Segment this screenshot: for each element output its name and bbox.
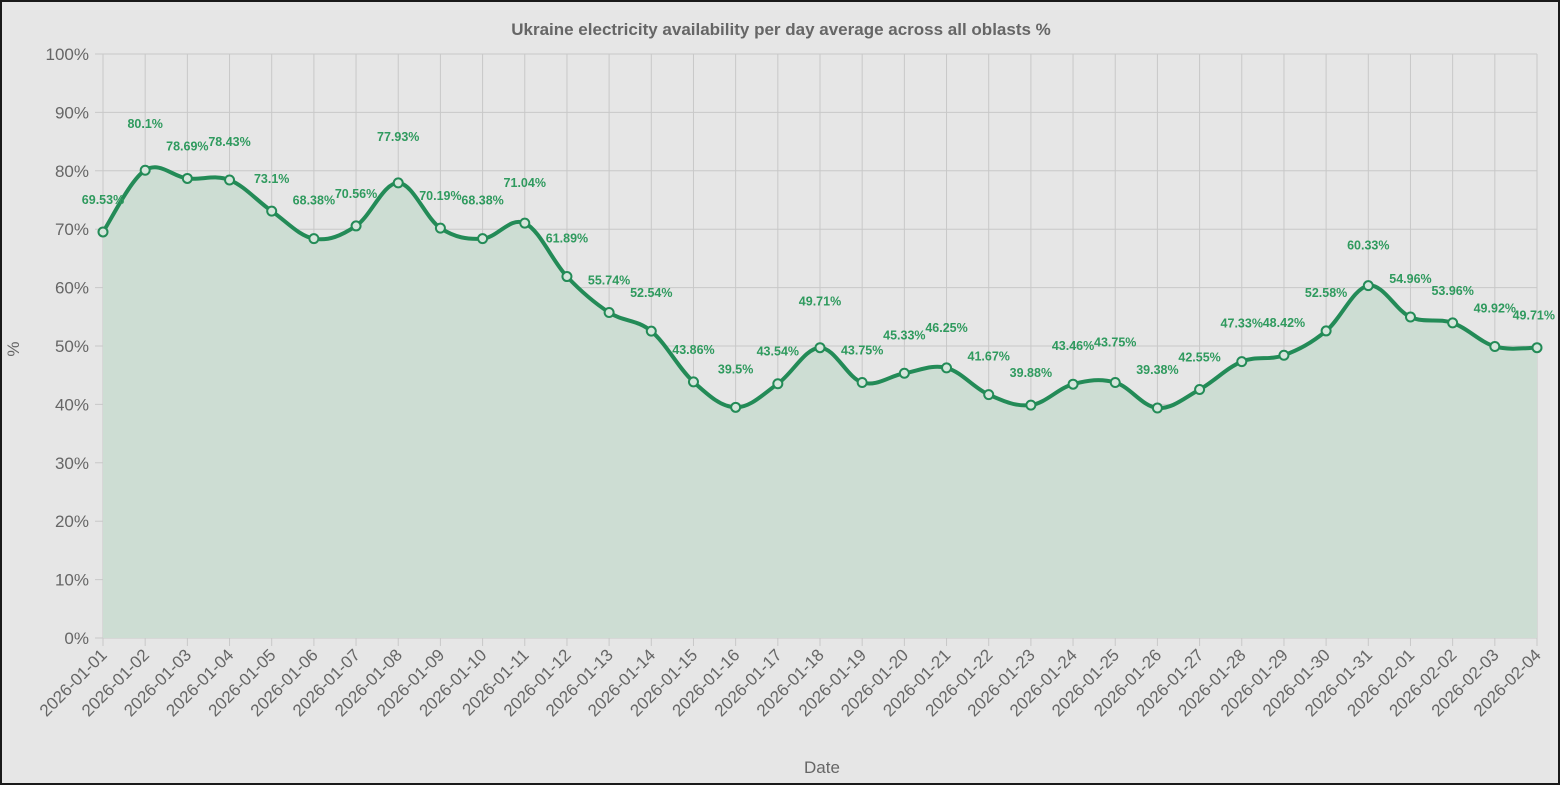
- data-label: 54.96%: [1389, 272, 1431, 286]
- data-label: 43.54%: [757, 345, 799, 359]
- data-label: 52.54%: [630, 286, 672, 300]
- data-point: [139, 164, 151, 176]
- y-tick-label: 0%: [64, 629, 89, 648]
- data-label: 49.71%: [799, 295, 841, 309]
- data-label: 70.56%: [335, 187, 377, 201]
- data-point: [266, 205, 278, 217]
- y-tick-label: 90%: [55, 103, 89, 122]
- data-label: 49.92%: [1474, 301, 1516, 315]
- data-point: [224, 174, 236, 186]
- data-point: [1109, 377, 1121, 388]
- data-label: 78.69%: [166, 139, 208, 153]
- data-point: [1194, 384, 1206, 396]
- data-points: [97, 164, 1543, 414]
- data-point: [1531, 342, 1543, 354]
- data-label: 47.33%: [1221, 317, 1263, 331]
- data-point: [856, 377, 868, 388]
- data-label: 69.53%: [82, 193, 124, 207]
- data-point: [97, 226, 109, 238]
- data-label: 43.46%: [1052, 339, 1094, 353]
- data-label: 68.38%: [293, 194, 335, 208]
- data-label: 53.96%: [1431, 284, 1473, 298]
- data-label: 43.75%: [841, 344, 883, 358]
- y-tick-label: 10%: [55, 571, 89, 590]
- data-point: [772, 378, 784, 390]
- data-point: [1489, 340, 1501, 352]
- data-point: [603, 306, 615, 318]
- data-label: 42.55%: [1178, 351, 1220, 365]
- data-label: 60.33%: [1347, 239, 1389, 253]
- chart-title: Ukraine electricity availability per day…: [511, 20, 1051, 39]
- y-tick-label: 20%: [55, 512, 89, 531]
- data-label: 48.42%: [1263, 316, 1305, 330]
- data-label: 80.1%: [127, 117, 162, 131]
- data-label: 39.5%: [718, 362, 753, 376]
- data-point: [1447, 317, 1459, 329]
- data-point: [308, 233, 320, 245]
- data-point: [687, 376, 699, 388]
- data-point: [1362, 280, 1374, 292]
- data-label: 70.19%: [419, 189, 461, 203]
- data-point: [1151, 402, 1163, 414]
- data-label: 68.38%: [461, 194, 503, 208]
- data-point: [645, 325, 657, 337]
- data-label: 49.71%: [1513, 309, 1555, 323]
- data-labels: 69.53%80.1%78.69% 78.43%73.1%68.38% 70.56%…: [82, 117, 1555, 380]
- series-line: [101, 165, 1538, 411]
- data-point: [477, 233, 489, 245]
- data-point: [1067, 378, 1079, 390]
- data-point: [1025, 399, 1037, 411]
- data-point: [983, 389, 995, 401]
- y-tick-label: 60%: [55, 279, 89, 298]
- data-label: 43.75%: [1094, 336, 1136, 350]
- data-point: [1278, 349, 1290, 361]
- x-axis-ticks: 2026-01-012026-01-022026-01-032026-01-04…: [36, 645, 1545, 720]
- data-point: [1404, 311, 1416, 323]
- data-point: [730, 401, 742, 413]
- data-label: 73.1%: [254, 172, 289, 186]
- y-tick-label: 100%: [46, 45, 89, 64]
- data-point: [350, 220, 362, 232]
- data-label: 78.43%: [208, 135, 250, 149]
- data-point: [941, 362, 953, 374]
- data-label: 41.67%: [968, 350, 1010, 364]
- data-label: 39.38%: [1136, 363, 1178, 377]
- data-label: 71.04%: [504, 176, 546, 190]
- area-fill: [103, 167, 1537, 638]
- data-label: 55.74%: [588, 273, 630, 287]
- data-point: [392, 177, 404, 189]
- data-point: [1320, 325, 1332, 337]
- data-point: [181, 172, 193, 184]
- y-axis-ticks: 0% 10% 20% 30% 40% 50% 60% 70% 80% 90% 100%: [46, 45, 89, 648]
- data-label: 52.58%: [1305, 286, 1347, 300]
- y-tick-label: 50%: [55, 337, 89, 356]
- data-label: 43.86%: [672, 343, 714, 357]
- y-axis-title: %: [4, 341, 23, 356]
- data-point: [898, 367, 910, 379]
- data-point: [561, 271, 573, 283]
- y-tick-label: 80%: [55, 162, 89, 181]
- data-point: [814, 342, 826, 354]
- data-label: 45.33%: [883, 328, 925, 342]
- data-label: 39.88%: [1010, 366, 1052, 380]
- data-label: 77.93%: [377, 130, 419, 144]
- data-point: [519, 217, 531, 229]
- data-point: [434, 222, 446, 234]
- y-tick-label: 40%: [55, 395, 89, 414]
- data-point: [1236, 356, 1248, 368]
- data-label: 46.25%: [925, 321, 967, 335]
- y-tick-label: 30%: [55, 454, 89, 473]
- y-tick-label: 70%: [55, 220, 89, 239]
- data-label: 61.89%: [546, 232, 588, 246]
- x-axis-title: Date: [804, 758, 840, 777]
